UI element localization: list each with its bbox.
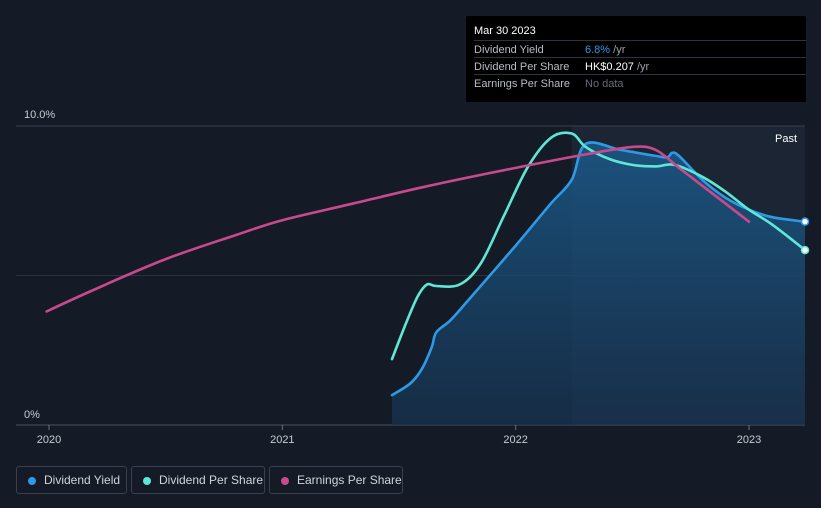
x-tick-label: 2021	[270, 434, 294, 446]
tooltip: Mar 30 2023 Dividend Yield 6.8% /yr Divi…	[466, 16, 806, 102]
legend-dot-icon	[28, 477, 36, 485]
tooltip-row-dividend-per-share: Dividend Per Share HK$0.207 /yr	[474, 57, 806, 75]
dividend-per-share-line	[390, 131, 807, 361]
end-marker	[800, 245, 810, 255]
legend-earnings-per-share[interactable]: Earnings Per Share	[269, 466, 403, 494]
legend-dividend-yield[interactable]: Dividend Yield	[16, 466, 127, 494]
x-tick-label: 2020	[37, 434, 61, 446]
past-label: Past	[775, 133, 797, 145]
tooltip-value: HK$0.207	[585, 61, 634, 73]
legend-dot-icon	[281, 477, 289, 485]
tooltip-unit: /yr	[633, 61, 650, 73]
tooltip-row-earnings-per-share: Earnings Per Share No data	[474, 74, 806, 92]
tooltip-date: Mar 30 2023	[474, 25, 536, 37]
tooltip-row-dividend-yield: Dividend Yield 6.8% /yr	[474, 40, 806, 58]
dividend-yield-area	[392, 142, 805, 425]
earnings-per-share-line	[45, 145, 751, 313]
legend-dividend-per-share[interactable]: Dividend Per Share	[131, 466, 265, 494]
tooltip-value: No data	[585, 78, 624, 90]
legend-label: Earnings Per Share	[297, 473, 402, 487]
tooltip-value: 6.8%	[585, 44, 611, 56]
legend-label: Dividend Yield	[44, 473, 121, 487]
tooltip-label: Dividend Yield	[474, 44, 544, 56]
x-tick-label: 2022	[503, 434, 527, 446]
y-tick-label: 10.0%	[24, 109, 55, 121]
x-tick-label: 2023	[737, 434, 761, 446]
tooltip-label: Earnings Per Share	[474, 78, 570, 90]
legend-dot-icon	[143, 477, 151, 485]
end-marker	[800, 217, 810, 226]
dividend-yield-line	[390, 141, 807, 397]
legend-label: Dividend Per Share	[159, 473, 264, 487]
y-tick-label: 0%	[24, 409, 40, 421]
tooltip-label: Dividend Per Share	[474, 61, 570, 73]
tooltip-unit: /yr	[610, 44, 626, 56]
